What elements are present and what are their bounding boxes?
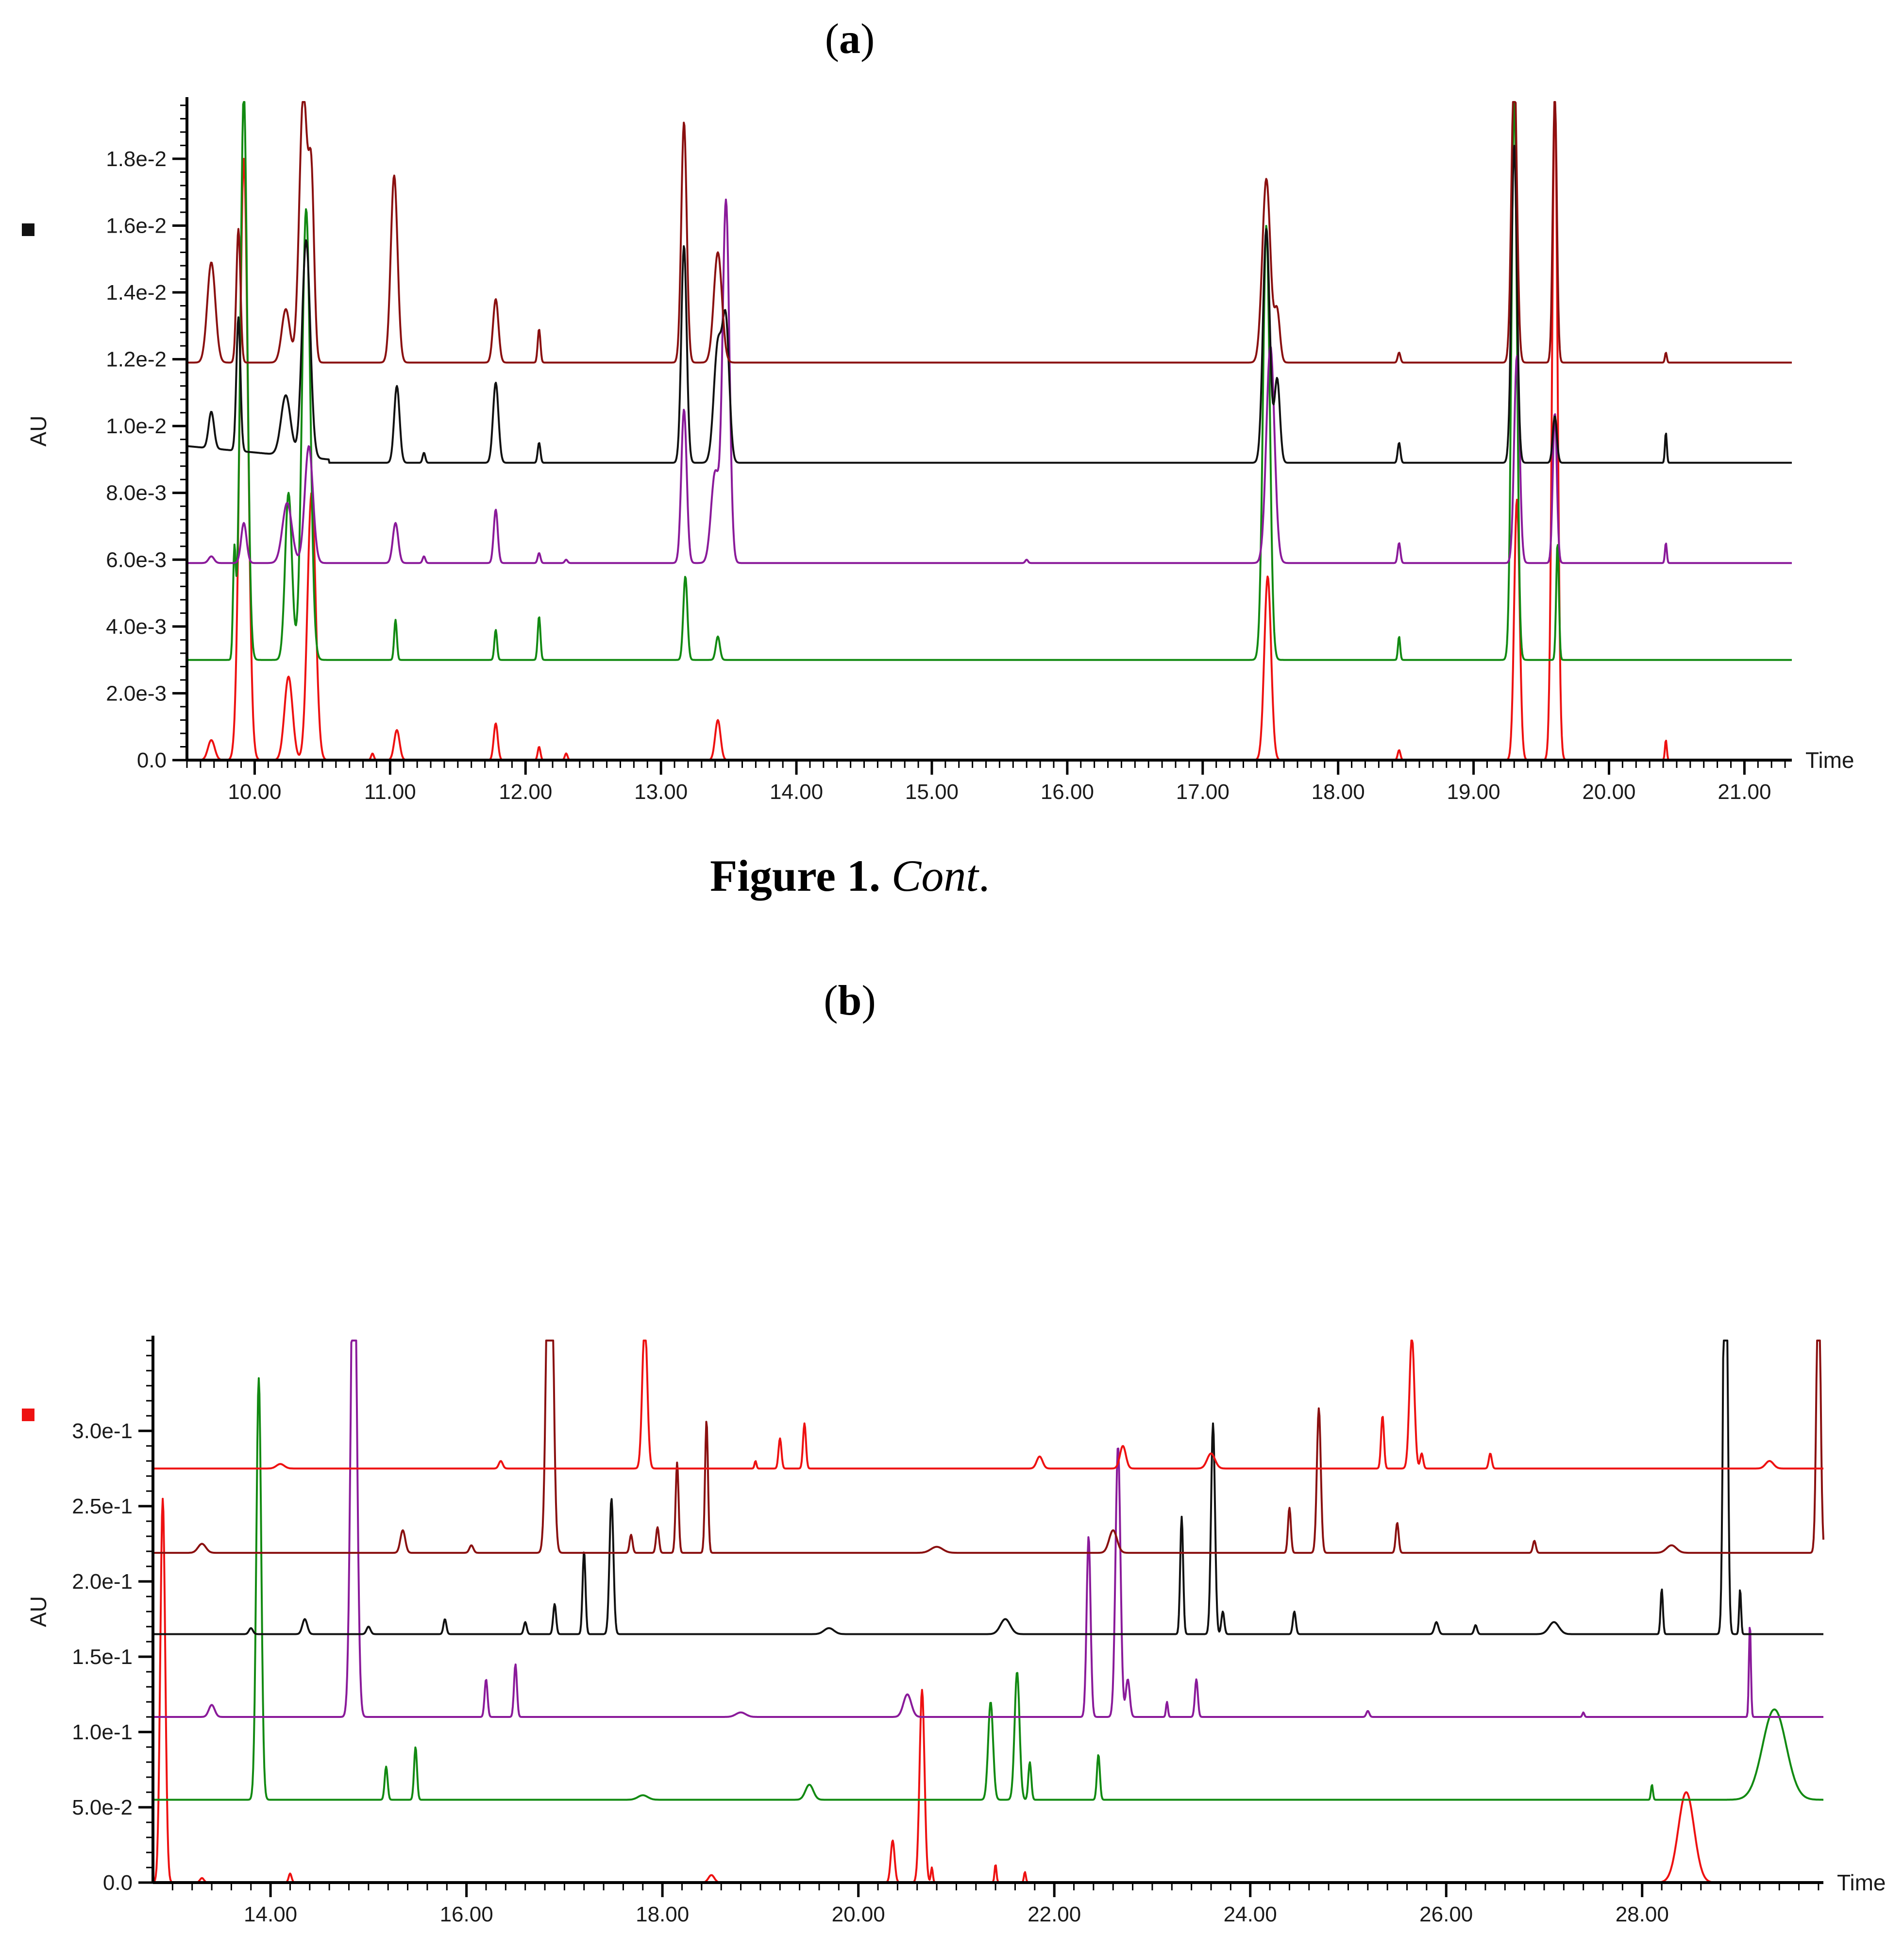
series-line-2 xyxy=(186,101,1792,661)
x-tick-label: 15.00 xyxy=(905,780,959,804)
panel-label-b: (b) xyxy=(824,977,876,1024)
x-tick-label: 11.00 xyxy=(364,780,416,804)
y-tick-label: 5.0e-2 xyxy=(72,1796,133,1819)
x-tick-label: 19.00 xyxy=(1447,780,1500,804)
chart-a: 0.0 2.0e-3 4.0e-3 6.0e-3 8.0e-3 1.0e-2 1.2e-2 1… xyxy=(22,97,1854,804)
series-line-3 xyxy=(152,1340,1824,1718)
y-tick-label: 4.0e-3 xyxy=(106,615,167,639)
legend-marker xyxy=(22,1409,34,1421)
y-tick-label: 2.0e-1 xyxy=(72,1570,133,1594)
x-tick-label: 24.00 xyxy=(1224,1902,1277,1926)
x-tick-label: 26.00 xyxy=(1419,1902,1473,1926)
series-line-4 xyxy=(186,145,1792,464)
y-tick-label: 2.5e-1 xyxy=(72,1494,133,1518)
x-tick-label: 18.00 xyxy=(1312,780,1365,804)
series-line-4 xyxy=(152,1340,1824,1635)
chart-b: 0.0 5.0e-2 1.0e-1 1.5e-1 2.0e-1 2.5e-1 3.0e-1 1… xyxy=(22,1336,1886,1926)
y-tick-label: 3.0e-1 xyxy=(72,1419,133,1443)
figure-caption: Figure 1. Cont. xyxy=(710,851,990,900)
y-tick-label: 1.5e-1 xyxy=(72,1645,133,1669)
x-tick-label: 22.00 xyxy=(1028,1902,1081,1926)
y-tick-label: 1.0e-2 xyxy=(106,414,167,438)
y-axis-label: AU xyxy=(26,1596,51,1627)
y-tick-label: 0.0 xyxy=(103,1871,133,1895)
x-tick-label: 18.00 xyxy=(636,1902,689,1926)
series-line-5 xyxy=(152,1340,1824,1554)
x-axis-label: Time xyxy=(1837,1870,1886,1895)
y-tick-label: 2.0e-3 xyxy=(106,681,167,705)
y-tick-label: 1.2e-2 xyxy=(106,348,167,372)
x-tick-label: 12.00 xyxy=(499,780,552,804)
panel-label-a: (a) xyxy=(825,16,875,63)
series-line-5 xyxy=(186,101,1792,364)
series-line-3 xyxy=(186,198,1792,564)
x-tick-label: 21.00 xyxy=(1718,780,1771,804)
x-tick-label: 14.00 xyxy=(770,780,823,804)
series-line-1 xyxy=(152,1497,1824,1884)
x-axis-label: Time xyxy=(1805,747,1854,773)
x-tick-label: 13.00 xyxy=(634,780,688,804)
legend-marker xyxy=(22,223,34,236)
x-tick-label: 20.00 xyxy=(1582,780,1635,804)
series-line-1 xyxy=(186,101,1792,761)
x-tick-label: 20.00 xyxy=(832,1902,885,1926)
y-tick-label: 6.0e-3 xyxy=(106,548,167,572)
series-line-2 xyxy=(152,1377,1824,1801)
series-line-6 xyxy=(152,1340,1824,1470)
y-tick-label: 0.0 xyxy=(137,748,167,772)
y-tick-label: 1.6e-2 xyxy=(106,214,167,238)
y-tick-label: 8.0e-3 xyxy=(106,481,167,505)
x-tick-label: 17.00 xyxy=(1176,780,1230,804)
y-tick-label: 1.8e-2 xyxy=(106,147,167,171)
x-tick-label: 16.00 xyxy=(1041,780,1094,804)
y-tick-label: 1.0e-1 xyxy=(72,1720,133,1744)
x-tick-label: 28.00 xyxy=(1616,1902,1669,1926)
y-tick-label: 1.4e-2 xyxy=(106,281,167,305)
x-tick-label: 10.00 xyxy=(228,780,281,804)
y-axis-label: AU xyxy=(26,416,51,447)
x-tick-label: 14.00 xyxy=(244,1902,297,1926)
x-tick-label: 16.00 xyxy=(440,1902,493,1926)
